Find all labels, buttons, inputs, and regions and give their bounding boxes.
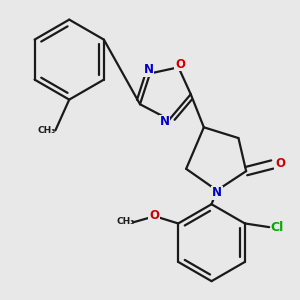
Text: Cl: Cl <box>270 221 284 234</box>
Text: N: N <box>160 116 170 128</box>
Text: N: N <box>212 186 222 199</box>
Text: O: O <box>175 58 185 71</box>
Text: CH₃: CH₃ <box>116 217 135 226</box>
Text: CH₃: CH₃ <box>37 126 55 135</box>
Text: O: O <box>275 157 285 170</box>
Text: N: N <box>143 63 154 76</box>
Text: O: O <box>149 209 159 222</box>
